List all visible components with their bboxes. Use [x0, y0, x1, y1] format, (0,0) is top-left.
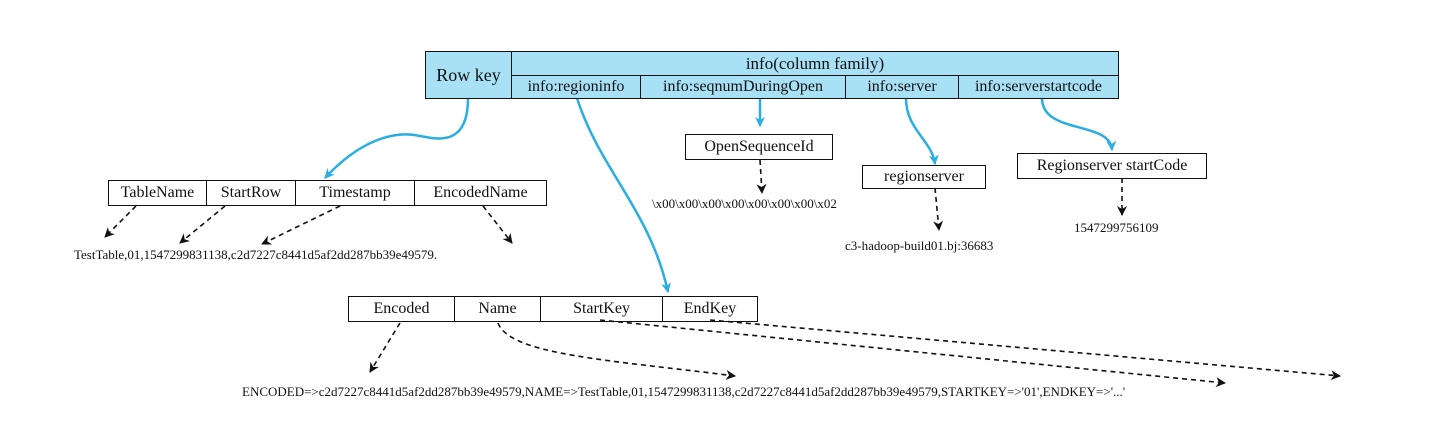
field-name: Name [454, 296, 541, 322]
dash-name [497, 322, 736, 380]
dash-seqnum [756, 159, 767, 194]
dash-startrow [179, 205, 226, 244]
row-key-cell: Row key [425, 51, 512, 99]
column-family-cell: info(column family) [511, 51, 1119, 76]
arrow-regioninfo-to-fields [575, 97, 671, 293]
seqnum-value: \x00\x00\x00\x00\x00\x00\x00\x02 [652, 196, 837, 211]
field-tablename: TableName [108, 180, 207, 206]
dash-startkey [599, 319, 1226, 388]
arrow-server-to-label [904, 97, 939, 165]
field-startrow: StartRow [206, 180, 296, 206]
opensequenceid-box: OpenSequenceId [685, 134, 833, 160]
column-info-serverstartcode: info:serverstartcode [958, 75, 1119, 99]
regionserver-box: regionserver [862, 165, 986, 189]
server-value: c3-hadoop-build01.bj:36683 [845, 238, 994, 253]
column-info-regioninfo: info:regioninfo [511, 75, 641, 99]
startcode-value: 1547299756109 [1074, 220, 1159, 235]
dash-tablename [104, 205, 137, 238]
arrow-startcode-to-label [1040, 97, 1117, 151]
arrow-rowkey-to-regionname [324, 97, 470, 179]
dash-endkey [709, 319, 1341, 381]
field-startkey: StartKey [540, 296, 663, 322]
dash-encodedname [482, 205, 513, 244]
column-info-server: info:server [845, 75, 959, 99]
column-info-seqnum: info:seqnumDuringOpen [640, 75, 846, 99]
regioninfo-value: ENCODED=>c2d7227c8441d5af2dd287bb39e4957… [242, 384, 1126, 399]
dash-server [933, 187, 944, 231]
field-endkey: EndKey [662, 296, 758, 322]
field-encodedname: EncodedName [414, 180, 547, 206]
regionname-value: TestTable,01,1547299831138,c2d7227c8441d… [74, 247, 438, 262]
dash-timestamp [261, 205, 341, 245]
regionserver-startcode-box: Regionserver startCode [1017, 153, 1207, 179]
dash-encoded [369, 322, 401, 373]
field-encoded: Encoded [348, 296, 455, 322]
field-timestamp: Timestamp [295, 180, 415, 206]
